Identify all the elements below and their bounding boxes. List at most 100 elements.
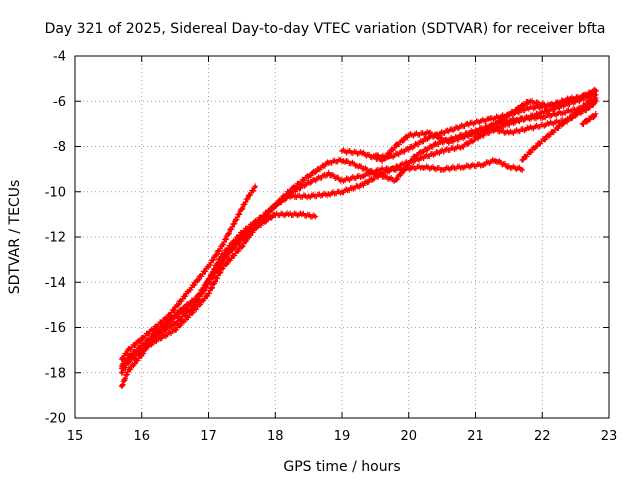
data-point — [594, 113, 598, 117]
data-point — [494, 122, 498, 126]
data-point — [360, 151, 364, 155]
data-point — [547, 104, 551, 108]
series-markers — [118, 183, 258, 362]
data-point — [540, 111, 544, 115]
data-point — [594, 99, 598, 103]
y-tick-label: -4 — [53, 50, 66, 65]
data-point — [340, 158, 344, 162]
data-point — [166, 314, 170, 318]
data-point — [594, 90, 598, 94]
data-point — [420, 156, 424, 160]
data-point — [120, 384, 124, 388]
x-axis-label: GPS time / hours — [283, 459, 400, 475]
data-point — [340, 178, 344, 182]
data-point — [407, 147, 411, 151]
data-point — [160, 326, 164, 329]
data-point — [587, 117, 591, 121]
data-point — [407, 133, 411, 137]
data-point — [387, 156, 391, 160]
data-point — [560, 111, 564, 115]
data-point — [247, 230, 251, 234]
data-point — [420, 165, 424, 169]
data-point — [587, 106, 591, 110]
data-point — [307, 194, 311, 198]
data-point — [126, 348, 130, 352]
series-markers — [118, 157, 525, 376]
data-point — [327, 160, 331, 164]
data-point — [287, 212, 291, 216]
data-point — [233, 219, 237, 223]
data-point — [447, 140, 451, 144]
data-point — [140, 353, 144, 357]
data-point — [560, 122, 564, 126]
data-point — [547, 122, 551, 126]
data-point — [580, 122, 584, 126]
data-point — [247, 194, 251, 198]
data-point — [520, 158, 524, 162]
series-track-2 — [118, 157, 525, 376]
series-track-3 — [118, 98, 599, 390]
data-point — [427, 131, 431, 135]
data-point — [207, 264, 210, 268]
data-point — [173, 328, 177, 332]
data-point — [474, 135, 477, 139]
data-point — [340, 149, 344, 153]
data-point — [273, 203, 277, 207]
data-point — [253, 185, 257, 189]
data-point — [180, 307, 184, 311]
x-tick-label: 17 — [200, 429, 217, 444]
data-point — [213, 271, 217, 275]
data-point — [527, 106, 531, 110]
data-point — [413, 154, 417, 158]
data-point — [514, 117, 518, 121]
series-track-9 — [519, 97, 599, 163]
data-point — [307, 174, 311, 178]
data-point — [313, 215, 317, 219]
data-point — [400, 163, 404, 167]
series-track-1 — [118, 91, 599, 372]
data-point — [126, 355, 130, 359]
data-point — [220, 244, 224, 248]
y-tick-label: -12 — [45, 231, 66, 246]
y-axis-label: SDTVAR / TECUs — [7, 180, 23, 295]
series-track-4 — [118, 183, 258, 362]
data-point — [440, 167, 444, 171]
data-point — [393, 178, 397, 182]
data-point — [507, 131, 511, 135]
y-tick-label: -10 — [45, 185, 66, 200]
y-tick-label: -14 — [45, 276, 66, 291]
data-point — [580, 95, 584, 99]
data-point — [287, 190, 291, 194]
x-tick-label: 20 — [400, 429, 417, 444]
x-tick-label: 19 — [334, 429, 351, 444]
data-point — [240, 244, 244, 248]
data-point — [140, 344, 144, 348]
data-point — [227, 251, 231, 255]
chart-title: Day 321 of 2025, Sidereal Day-to-day VTE… — [45, 21, 606, 37]
data-point — [340, 190, 344, 194]
data-point — [353, 163, 357, 167]
data-point — [507, 165, 511, 169]
series-markers — [118, 91, 599, 372]
data-point — [427, 135, 431, 139]
data-point — [467, 133, 471, 137]
y-tick-label: -16 — [45, 321, 66, 336]
data-point — [373, 172, 377, 176]
data-point — [193, 303, 197, 307]
data-point — [433, 142, 437, 146]
data-point — [447, 129, 451, 133]
data-point — [393, 145, 397, 148]
series-track-8 — [472, 88, 599, 141]
x-tick-label: 21 — [467, 429, 484, 444]
series-markers — [118, 98, 599, 390]
data-point — [186, 289, 190, 293]
x-tick-label: 22 — [534, 429, 551, 444]
data-point — [307, 181, 311, 185]
data-point — [494, 158, 498, 162]
y-tick-label: -6 — [53, 95, 66, 110]
data-point — [487, 117, 491, 121]
data-point — [467, 122, 471, 126]
data-point — [126, 368, 130, 372]
data-point — [327, 192, 331, 196]
